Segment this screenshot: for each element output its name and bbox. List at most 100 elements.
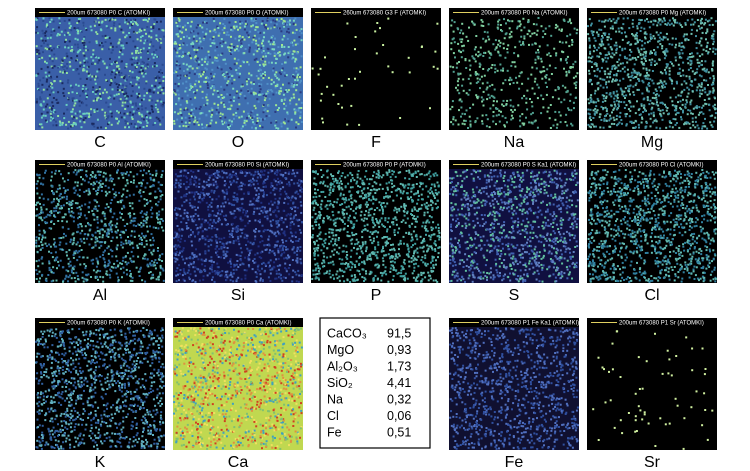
map-pixel [84,267,87,270]
map-pixel [643,32,646,35]
map-pixel [38,270,41,273]
map-pixel [81,41,84,44]
map-pixel [74,112,77,115]
map-pixel [189,178,192,181]
map-pixel [44,114,47,117]
map-pixel [192,232,194,235]
map-pixel [481,122,484,125]
map-pixel [180,174,182,177]
map-pixel [226,270,229,273]
map-pixel [701,53,704,56]
map-pixel [203,197,205,199]
map-pixel [262,47,265,50]
map-pixel [44,171,46,174]
map-pixel [232,113,235,116]
map-pixel [457,77,460,80]
map-pixel [150,185,153,188]
map-pixel [235,181,238,184]
map-pixel [273,246,276,249]
map-pixel [162,86,165,89]
map-pixel [76,181,79,184]
map-pixel [70,203,73,206]
map-pixel [294,23,297,26]
map-pixel [258,47,260,50]
map-pixel [120,230,123,233]
map-pixel [266,229,269,231]
map-pixel [145,213,148,216]
map-pixel [203,60,206,63]
map-pixel [261,40,264,43]
map-pixel [161,116,164,119]
map-pixel [278,51,281,54]
map-pixel [486,69,489,72]
map-pixel [132,110,135,113]
map-pixel [154,267,157,270]
map-pixel [213,214,216,217]
map-pixel [553,47,556,50]
map-pixel [613,107,616,110]
map-pixel [50,108,53,111]
map-pixel [264,71,266,74]
map-pixel [152,276,155,279]
map-pixel [85,175,88,178]
map-pixel [135,92,138,95]
map-pixel [706,93,709,96]
map-pixel [80,126,83,129]
map-pixel [219,43,222,46]
map-pixel [518,25,521,28]
map-pixel [54,169,57,172]
map-pixel [522,17,525,20]
map-pixel [83,263,86,266]
map-pixel [588,117,591,120]
map-pixel [712,33,715,36]
map-pixel [274,231,277,234]
map-pixel [261,58,264,60]
map-pixel [214,56,217,59]
map-pixel [117,276,119,279]
map-pixel [184,116,187,119]
map-pixel [684,38,687,41]
map-pixel [565,58,568,60]
map-pixel [588,39,591,42]
map-pixel [261,262,263,265]
map-pixel [659,101,662,104]
map-pixel [492,95,495,98]
map-pixel [175,274,178,277]
map-pixel [52,192,55,195]
map-pixel [87,181,90,184]
map-pixel [680,56,683,59]
map-pixel [149,176,152,179]
map-pixel [499,63,502,66]
map-pixel [99,228,102,231]
map-pixel [212,85,215,88]
map-pixel [229,233,232,236]
map-pixel [284,218,287,221]
map-pixel [122,44,125,47]
map-pixel [450,42,453,45]
map-pixel [266,218,269,221]
map-pixel [291,195,294,198]
map-pixel [286,127,289,130]
map-pixel [227,126,229,129]
map-pixel [288,23,291,26]
map-pixel [65,72,68,74]
map-pixel [86,49,89,52]
map-pixel [36,32,39,35]
map-pixel [136,62,139,65]
map-pixel [293,108,296,111]
map-pixel [67,172,70,175]
map-pixel [73,277,76,279]
map-pixel [208,204,211,206]
map-pixel [650,108,653,111]
map-pixel [706,127,709,130]
map-pixel [678,67,681,70]
map-pixel [609,76,612,79]
map-pixel [210,72,212,75]
map-pixel [559,58,562,61]
map-pixel [286,23,288,26]
map-pixel [712,105,715,108]
map-pixel [90,238,93,241]
map-pixel [518,87,521,90]
map-pixel [57,26,60,29]
map-pixel [35,214,38,217]
